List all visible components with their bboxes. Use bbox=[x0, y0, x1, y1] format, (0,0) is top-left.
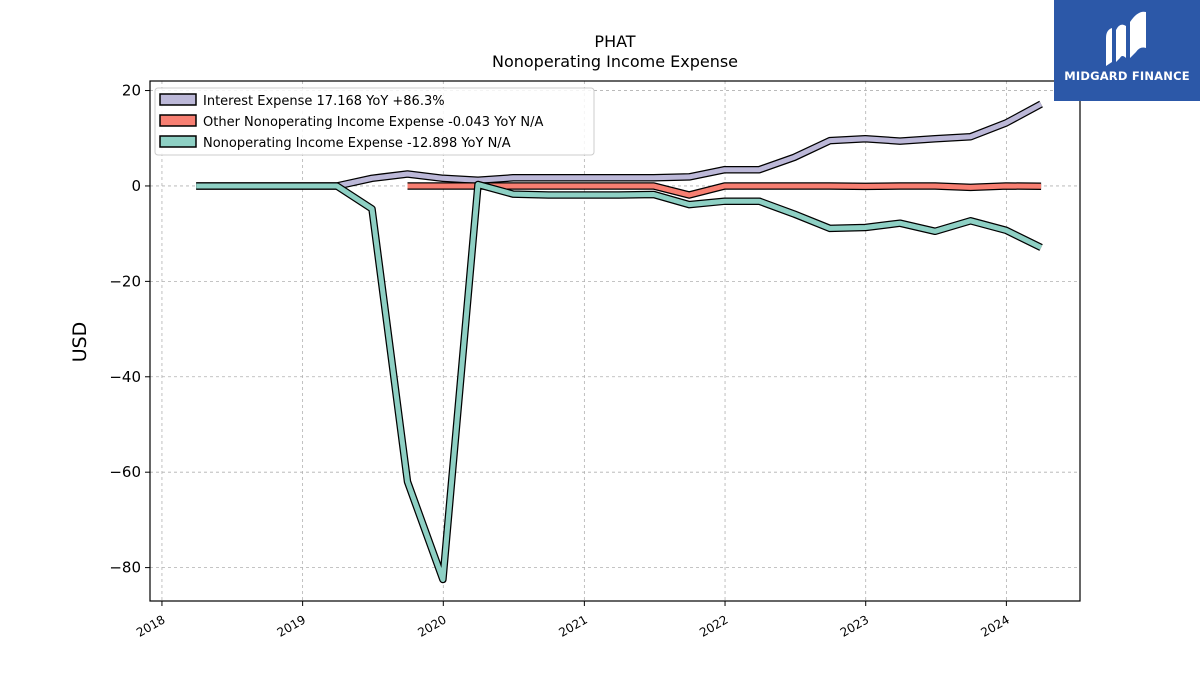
legend-label-nonoperating-income: Nonoperating Income Expense -12.898 YoY … bbox=[203, 136, 511, 151]
legend-swatch-other-nonoperating bbox=[159, 114, 197, 127]
legend-swatch-interest-expense bbox=[159, 93, 197, 106]
series-line-outline bbox=[196, 180, 1043, 584]
y-tick-label: 0 bbox=[131, 177, 141, 195]
y-tick-label: −80 bbox=[109, 559, 141, 577]
series-line bbox=[407, 183, 1042, 198]
x-tick-label: 2024 bbox=[978, 612, 1011, 639]
y-axis-ticks: 20 0 −20 −40 −60 −80 bbox=[109, 82, 150, 577]
x-tick-label: 2023 bbox=[838, 612, 871, 639]
stylized-m-logo-icon bbox=[1106, 11, 1146, 66]
legend-label-interest-expense: Interest Expense 17.168 YoY +86.3% bbox=[203, 94, 445, 109]
brand-name: MIDGARD FINANCE bbox=[1064, 69, 1190, 83]
x-tick-label: 2020 bbox=[415, 612, 448, 639]
legend: Interest Expense 17.168 YoY +86.3% Other… bbox=[154, 87, 595, 156]
legend-swatch-nonoperating-income bbox=[159, 135, 197, 148]
x-tick-label: 2018 bbox=[134, 612, 167, 639]
series-line bbox=[196, 182, 1043, 582]
legend-box bbox=[154, 87, 595, 156]
plot-frame bbox=[149, 80, 1081, 602]
series-lines bbox=[196, 100, 1043, 584]
y-tick-label: 20 bbox=[122, 82, 141, 100]
grid-lines bbox=[150, 81, 1080, 601]
y-tick-label: −20 bbox=[109, 272, 141, 290]
chart-subtitle: Nonoperating Income Expense bbox=[492, 52, 738, 71]
y-axis-label: USD bbox=[69, 322, 91, 363]
y-tick-label: −40 bbox=[109, 368, 141, 386]
brand-logo: MIDGARD FINANCE bbox=[1054, 0, 1200, 101]
y-tick-label: −60 bbox=[109, 463, 141, 481]
legend-label-other-nonoperating: Other Nonoperating Income Expense -0.043… bbox=[203, 115, 543, 130]
x-tick-label: 2022 bbox=[697, 612, 730, 639]
x-tick-label: 2019 bbox=[275, 612, 308, 639]
x-tick-label: 2021 bbox=[556, 612, 589, 639]
x-axis-ticks: 2018 2019 2020 2021 2022 2023 2024 bbox=[134, 601, 1012, 640]
chart-title: PHAT bbox=[594, 32, 635, 51]
